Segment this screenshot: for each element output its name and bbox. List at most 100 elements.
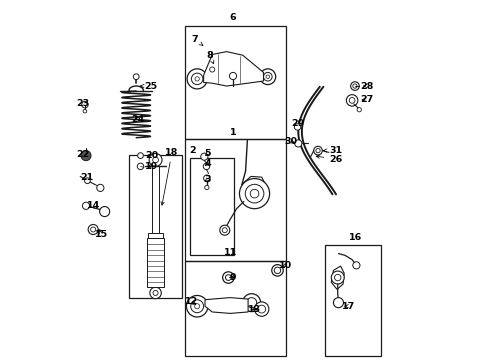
Circle shape bbox=[137, 163, 143, 170]
Circle shape bbox=[257, 305, 265, 313]
Circle shape bbox=[348, 98, 354, 103]
Text: 6: 6 bbox=[229, 13, 236, 22]
Circle shape bbox=[239, 179, 269, 209]
Bar bbox=[185, 26, 285, 139]
Circle shape bbox=[330, 271, 344, 284]
Text: 8: 8 bbox=[206, 51, 213, 64]
Text: 29: 29 bbox=[290, 119, 304, 128]
Polygon shape bbox=[203, 51, 263, 86]
Text: 24: 24 bbox=[131, 115, 144, 124]
Text: 5: 5 bbox=[204, 149, 211, 158]
Circle shape bbox=[219, 225, 229, 235]
Text: 21: 21 bbox=[80, 173, 93, 182]
Circle shape bbox=[260, 69, 275, 85]
Circle shape bbox=[250, 189, 258, 198]
Circle shape bbox=[334, 274, 340, 281]
Circle shape bbox=[350, 82, 359, 90]
Circle shape bbox=[246, 298, 256, 308]
Text: 7: 7 bbox=[191, 35, 203, 45]
Text: 4: 4 bbox=[204, 159, 211, 168]
Text: 14: 14 bbox=[87, 201, 101, 210]
Circle shape bbox=[222, 228, 227, 233]
Circle shape bbox=[137, 153, 143, 158]
Circle shape bbox=[352, 84, 356, 88]
Circle shape bbox=[315, 148, 320, 153]
Text: 3: 3 bbox=[204, 175, 211, 184]
Text: 31: 31 bbox=[323, 146, 342, 155]
Circle shape bbox=[352, 262, 359, 269]
Bar bbox=[129, 155, 182, 298]
Polygon shape bbox=[147, 238, 164, 287]
Text: 23: 23 bbox=[76, 99, 89, 108]
Text: 27: 27 bbox=[360, 95, 373, 104]
Text: 30: 30 bbox=[284, 137, 296, 146]
Circle shape bbox=[187, 69, 207, 89]
Circle shape bbox=[263, 72, 271, 81]
Text: 9: 9 bbox=[229, 273, 236, 282]
Circle shape bbox=[229, 72, 236, 80]
Text: 28: 28 bbox=[360, 82, 373, 91]
Circle shape bbox=[194, 304, 199, 309]
Circle shape bbox=[195, 77, 199, 81]
Polygon shape bbox=[204, 298, 247, 314]
Text: 26: 26 bbox=[316, 155, 342, 164]
Text: 11: 11 bbox=[224, 248, 237, 257]
Circle shape bbox=[100, 207, 109, 217]
Polygon shape bbox=[147, 233, 163, 238]
Circle shape bbox=[152, 157, 158, 163]
Text: 20: 20 bbox=[145, 151, 158, 160]
Circle shape bbox=[294, 124, 300, 130]
Bar bbox=[185, 261, 285, 356]
Circle shape bbox=[242, 294, 260, 312]
Circle shape bbox=[313, 146, 322, 155]
Circle shape bbox=[190, 300, 203, 313]
Bar bbox=[185, 139, 285, 261]
Circle shape bbox=[203, 175, 210, 181]
Circle shape bbox=[84, 178, 90, 184]
Circle shape bbox=[244, 184, 264, 203]
Circle shape bbox=[222, 272, 234, 283]
Circle shape bbox=[81, 150, 91, 161]
Text: 18: 18 bbox=[161, 148, 179, 205]
Circle shape bbox=[201, 153, 207, 160]
Circle shape bbox=[186, 296, 207, 317]
Text: 15: 15 bbox=[94, 230, 107, 239]
Text: 17: 17 bbox=[341, 302, 354, 311]
Text: 13: 13 bbox=[247, 305, 261, 314]
Circle shape bbox=[97, 184, 104, 192]
Circle shape bbox=[346, 95, 357, 106]
Circle shape bbox=[209, 67, 214, 72]
Text: 2: 2 bbox=[189, 146, 195, 155]
Text: 19: 19 bbox=[145, 162, 158, 171]
Circle shape bbox=[90, 227, 96, 232]
Text: 12: 12 bbox=[184, 297, 198, 306]
Circle shape bbox=[254, 302, 268, 316]
Polygon shape bbox=[242, 176, 266, 206]
Text: 16: 16 bbox=[348, 233, 362, 242]
Circle shape bbox=[204, 185, 208, 190]
Text: 25: 25 bbox=[141, 82, 157, 91]
Circle shape bbox=[88, 225, 98, 234]
Circle shape bbox=[149, 153, 162, 166]
Circle shape bbox=[149, 287, 161, 299]
Circle shape bbox=[133, 74, 139, 80]
Circle shape bbox=[191, 73, 203, 85]
Circle shape bbox=[271, 265, 283, 276]
Circle shape bbox=[81, 102, 88, 108]
Circle shape bbox=[333, 298, 343, 308]
Circle shape bbox=[82, 202, 89, 210]
Circle shape bbox=[294, 140, 301, 147]
Circle shape bbox=[153, 291, 158, 296]
Bar bbox=[324, 245, 381, 356]
Text: 22: 22 bbox=[76, 150, 89, 159]
Text: 10: 10 bbox=[278, 261, 291, 270]
Text: 1: 1 bbox=[229, 128, 236, 137]
Polygon shape bbox=[152, 166, 159, 233]
Circle shape bbox=[203, 163, 209, 170]
Polygon shape bbox=[330, 266, 344, 289]
Circle shape bbox=[356, 108, 361, 112]
Bar bbox=[190, 158, 233, 255]
Circle shape bbox=[225, 275, 231, 280]
Circle shape bbox=[83, 109, 86, 113]
Circle shape bbox=[265, 75, 269, 78]
